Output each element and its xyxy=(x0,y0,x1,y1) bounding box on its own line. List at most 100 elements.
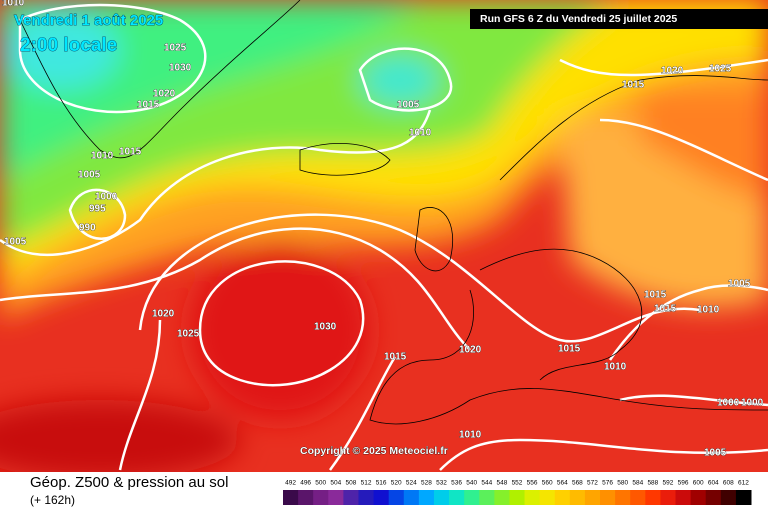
colorbar-label: 604 xyxy=(708,480,719,487)
colorbar-label: 520 xyxy=(391,480,402,487)
colorbar-swatch xyxy=(569,490,586,505)
colorbar-swatch xyxy=(403,490,420,505)
colorbar-swatch xyxy=(584,490,601,505)
isobar-label: 1010 xyxy=(91,151,114,162)
colorbar-swatch xyxy=(479,490,495,505)
isobar-label: 1010 xyxy=(409,128,432,139)
colorbar-label: 572 xyxy=(587,480,598,487)
colorbar-label: 600 xyxy=(693,480,704,487)
colorbar-swatch xyxy=(630,490,646,505)
geopotential-field xyxy=(0,0,768,480)
isobar-label: 990 xyxy=(79,223,96,234)
isobar-label: 1030 xyxy=(169,63,192,74)
footer-title: Géop. Z500 & pression au sol xyxy=(30,474,228,491)
colorbar-label: 512 xyxy=(361,480,372,487)
colorbar-swatch xyxy=(298,490,314,505)
colorbar-label: 528 xyxy=(421,480,432,487)
isobar-label: 1015 xyxy=(558,344,581,355)
colorbar-swatch xyxy=(600,490,616,505)
colorbar-swatch xyxy=(645,490,661,505)
isobar-label: 1020 xyxy=(661,66,684,77)
isobar-label: 1005 xyxy=(4,237,27,248)
colorbar-label: 496 xyxy=(300,480,311,487)
colorbar-swatch xyxy=(283,490,299,505)
colorbar-label: 580 xyxy=(617,480,628,487)
isobar-label: 1010 xyxy=(2,0,25,9)
isobar-label: 1010 xyxy=(459,430,482,441)
isobar-label: 1020 xyxy=(459,345,482,356)
colorbar-label: 588 xyxy=(647,480,658,487)
colorbar-swatch xyxy=(418,490,435,505)
valid-date: Vendredi 1 août 2025 xyxy=(14,12,163,29)
colorbar-label: 500 xyxy=(315,480,326,487)
isobar-label: 1015 xyxy=(137,100,160,111)
colorbar-swatch xyxy=(735,490,752,505)
local-time: 2:00 locale xyxy=(20,35,117,56)
colorbar-swatch xyxy=(313,490,329,505)
run-box xyxy=(470,9,768,29)
colorbar-label: 492 xyxy=(285,480,296,487)
colorbar-swatch xyxy=(720,490,737,505)
isobar-label: 1025 xyxy=(709,64,732,75)
isobar-label: 1005 xyxy=(78,170,101,181)
isobar-label: 995 xyxy=(89,204,106,215)
colorbar-label: 576 xyxy=(602,480,613,487)
colorbar-swatch xyxy=(433,490,450,505)
colorbar-label: 544 xyxy=(481,480,492,487)
colorbar-swatch xyxy=(358,490,375,505)
colorbar-label: 560 xyxy=(542,480,553,487)
isobar-label: 1010 xyxy=(697,305,720,316)
colorbar-swatch xyxy=(373,490,390,505)
colorbar-swatch xyxy=(705,490,722,505)
colorbar-label: 556 xyxy=(527,480,538,487)
colorbar-label: 568 xyxy=(572,480,583,487)
colorbar-label: 508 xyxy=(346,480,357,487)
colorbar-swatch xyxy=(343,490,359,505)
coastlines xyxy=(19,0,768,425)
colorbar-swatch xyxy=(464,490,480,505)
isobar-label: 1005 xyxy=(728,279,751,290)
lead-time: (+ 162h) xyxy=(30,493,75,507)
isobar-label: 1020 xyxy=(152,309,175,320)
copyright: Copyright © 2025 Meteociel.fr xyxy=(300,445,448,457)
colorbar-label: 532 xyxy=(436,480,447,487)
colorbar-swatch xyxy=(539,490,556,505)
colorbar-label: 504 xyxy=(330,480,341,487)
colorbar-swatch xyxy=(494,490,510,505)
isobar-label: 1005 xyxy=(397,100,420,111)
isobar-label: 1025 xyxy=(164,43,187,54)
isobar-label: 1015 xyxy=(644,290,667,301)
colorbar-label: 536 xyxy=(451,480,462,487)
colorbar-label: 540 xyxy=(466,480,477,487)
colorbar-swatch xyxy=(554,490,571,505)
isobar-label: 1020 xyxy=(153,89,176,100)
isobar-label: 1010 xyxy=(604,362,627,373)
colorbar-label: 552 xyxy=(512,480,523,487)
isobar-label: 1015 xyxy=(654,304,677,315)
isobars xyxy=(0,3,768,471)
isobar-label: 1000 xyxy=(717,398,740,409)
colorbar-swatch xyxy=(524,490,541,505)
isobar-label: 1000 xyxy=(741,398,764,409)
isobar-label: 1015 xyxy=(622,80,645,91)
isobar-label: 1015 xyxy=(119,147,142,158)
colorbar-swatch xyxy=(675,490,692,505)
colorbar-swatch xyxy=(615,490,631,505)
isobar-label: 1005 xyxy=(704,448,727,459)
colorbar-swatch xyxy=(449,490,465,505)
colorbar-label: 612 xyxy=(738,480,749,487)
run-info: Run GFS 6 Z du Vendredi 25 juillet 2025 xyxy=(480,13,677,25)
colorbar-label: 548 xyxy=(496,480,507,487)
colorbar-swatch xyxy=(388,490,405,505)
colorbar-label: 608 xyxy=(723,480,734,487)
isobar-label: 1000 xyxy=(95,192,118,203)
colorbar-swatch xyxy=(509,490,526,505)
colorbar-label: 592 xyxy=(663,480,674,487)
colorbar-label: 524 xyxy=(406,480,417,487)
colorbar-label: 516 xyxy=(376,480,387,487)
colorbar-swatch xyxy=(660,490,677,505)
colorbar-label: 596 xyxy=(678,480,689,487)
isobar-label: 1015 xyxy=(384,352,407,363)
